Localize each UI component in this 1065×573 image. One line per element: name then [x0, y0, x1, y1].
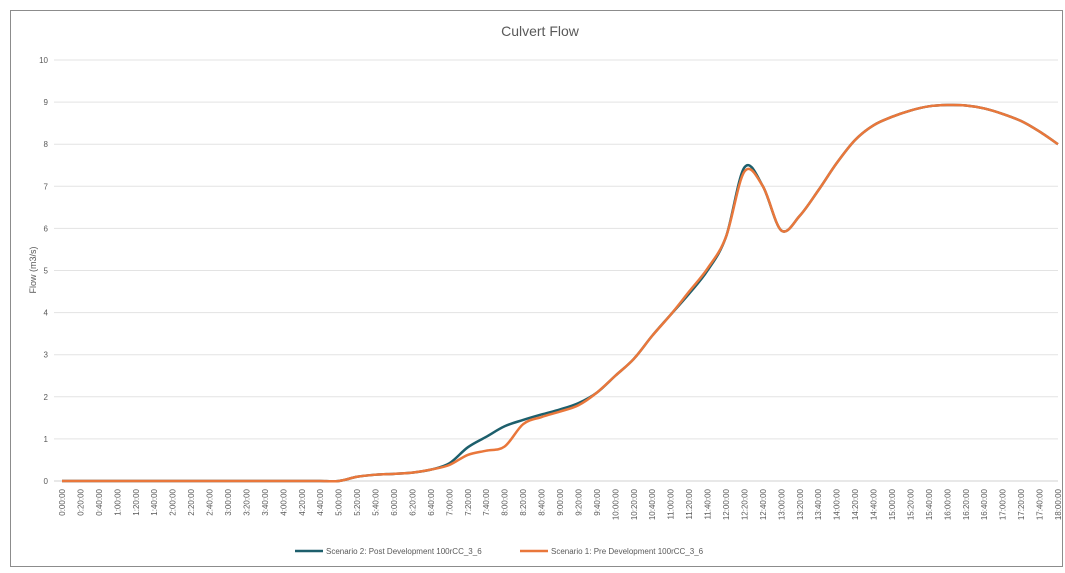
- x-tick-label: 11:20:00: [685, 488, 694, 519]
- x-tick-label: 15:40:00: [925, 488, 934, 520]
- x-tick-label: 12:40:00: [759, 488, 768, 520]
- x-tick-label: 17:20:00: [1017, 488, 1026, 520]
- y-tick-label: 9: [44, 98, 49, 107]
- legend-label: Scenario 2: Post Development 100rCC_3_6: [326, 547, 482, 556]
- x-tick-label: 2:20:00: [187, 488, 196, 515]
- x-tick-label: 12:00:00: [722, 488, 731, 520]
- x-tick-label: 12:20:00: [740, 488, 749, 520]
- x-tick-label: 10:20:00: [630, 488, 639, 520]
- x-tick-label: 9:20:00: [574, 488, 583, 515]
- x-tick-label: 4:40:00: [316, 488, 325, 515]
- x-tick-label: 14:40:00: [870, 488, 879, 520]
- chart-border: [10, 10, 1063, 567]
- y-tick-label: 7: [44, 182, 49, 191]
- x-tick-label: 2:00:00: [169, 488, 178, 515]
- x-tick-label: 6:00:00: [390, 488, 399, 515]
- x-tick-label: 18:00:00: [1054, 488, 1063, 520]
- y-tick-label: 1: [44, 435, 49, 444]
- data-line: [62, 103, 1059, 483]
- y-tick-label: 8: [44, 140, 49, 149]
- y-tick-label: 2: [44, 393, 49, 402]
- x-tick-label: 13:00:00: [777, 488, 786, 520]
- x-tick-label: 14:20:00: [851, 488, 860, 520]
- x-tick-label: 15:00:00: [888, 488, 897, 520]
- x-tick-label: 10:40:00: [648, 488, 657, 520]
- x-tick-label: 11:40:00: [704, 488, 713, 519]
- x-tick-label: 16:40:00: [980, 488, 989, 520]
- y-tick-label: 0: [44, 477, 49, 486]
- x-tick-label: 7:40:00: [482, 488, 491, 515]
- x-tick-label: 1:00:00: [113, 488, 122, 515]
- x-tick-label: 8:20:00: [519, 488, 528, 515]
- x-tick-label: 8:00:00: [501, 488, 510, 515]
- x-tick-label: 5:20:00: [353, 488, 362, 515]
- x-tick-label: 16:20:00: [962, 488, 971, 520]
- x-tick-label: 9:40:00: [593, 488, 602, 515]
- x-tick-label: 15:20:00: [906, 488, 915, 520]
- x-tick-label: 7:00:00: [445, 488, 454, 515]
- x-tick-label: 11:00:00: [667, 488, 676, 519]
- x-tick-label: 3:40:00: [261, 488, 270, 515]
- x-tick-label: 17:00:00: [999, 488, 1008, 520]
- y-tick-label: 6: [44, 224, 49, 233]
- x-tick-label: 5:40:00: [372, 488, 381, 515]
- chart-title: Culvert Flow: [501, 23, 580, 39]
- x-tick-label: 16:00:00: [943, 488, 952, 520]
- x-tick-label: 0:40:00: [95, 488, 104, 515]
- y-axis-label: Flow (m3/s): [28, 246, 38, 293]
- x-tick-label: 0:20:00: [76, 488, 85, 515]
- x-tick-label: 6:20:00: [408, 488, 417, 515]
- x-tick-label: 13:20:00: [796, 488, 805, 520]
- x-tick-label: 1:40:00: [150, 488, 159, 515]
- x-tick-label: 1:20:00: [132, 488, 141, 515]
- x-tick-label: 4:00:00: [279, 488, 288, 515]
- x-tick-label: 7:20:00: [464, 488, 473, 515]
- x-tick-label: 13:40:00: [814, 488, 823, 520]
- x-tick-label: 0:00:00: [58, 488, 67, 515]
- legend-label: Scenario 1: Pre Development 100rCC_3_6: [551, 547, 704, 556]
- y-tick-label: 4: [44, 309, 49, 318]
- x-tick-label: 8:40:00: [538, 488, 547, 515]
- x-tick-label: 2:40:00: [206, 488, 215, 515]
- x-tick-label: 10:00:00: [611, 488, 620, 520]
- x-tick-label: 3:00:00: [224, 488, 233, 515]
- x-tick-label: 5:00:00: [335, 488, 344, 515]
- x-tick-label: 9:00:00: [556, 488, 565, 515]
- x-tick-label: 6:40:00: [427, 488, 436, 515]
- y-tick-label: 5: [44, 267, 49, 276]
- x-tick-label: 14:00:00: [833, 488, 842, 520]
- y-tick-label: 3: [44, 351, 49, 360]
- y-tick-label: 10: [39, 56, 48, 65]
- x-tick-label: 17:40:00: [1036, 488, 1045, 520]
- x-tick-label: 3:20:00: [242, 488, 251, 515]
- x-tick-label: 4:20:00: [298, 488, 307, 515]
